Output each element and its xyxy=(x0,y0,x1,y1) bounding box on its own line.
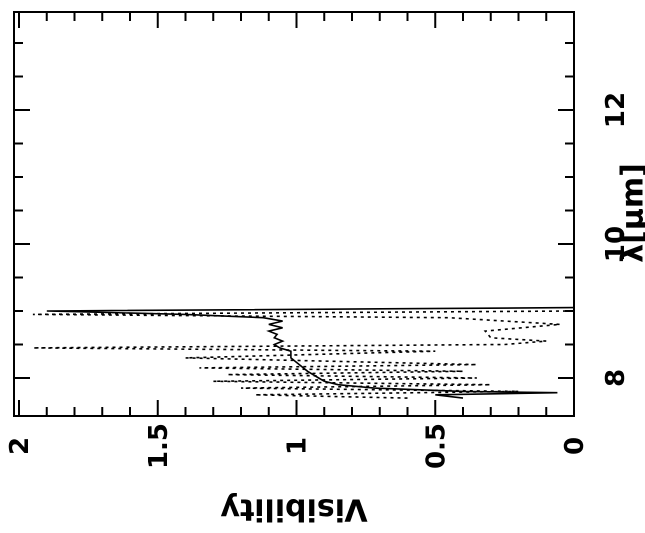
tick-marks xyxy=(14,12,575,416)
plot-frame xyxy=(13,11,575,417)
series-layer xyxy=(32,306,575,399)
x-tick-label: 12 xyxy=(601,92,631,128)
series-solid-line xyxy=(46,306,575,399)
y-tick-label: 0.5 xyxy=(421,423,451,469)
y-axis-label: Visibility xyxy=(220,492,368,527)
y-tick-label: 0 xyxy=(560,437,590,455)
tick-labels: 8 10 12 0 0.5 1 1.5 2 xyxy=(5,92,631,469)
x-tick-label: 10 xyxy=(601,226,631,262)
x-tick-label: 8 xyxy=(601,369,631,387)
x-axis-label: λ[μm] xyxy=(616,163,645,263)
y-tick-label: 1.5 xyxy=(144,423,174,469)
y-tick-label: 2 xyxy=(5,437,35,455)
y-tick-label: 1 xyxy=(283,437,313,455)
series-dashed-line xyxy=(32,307,575,399)
